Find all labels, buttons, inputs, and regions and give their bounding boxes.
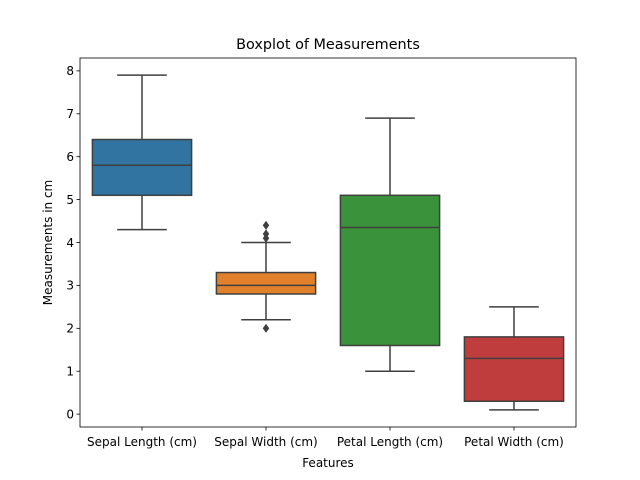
x-tick-label: Sepal Length (cm) <box>87 435 197 449</box>
y-tick-label: 2 <box>66 322 74 336</box>
box-2 <box>215 271 317 295</box>
y-tick-label: 8 <box>66 64 74 78</box>
y-tick-label: 5 <box>66 193 74 207</box>
x-tick-label: Petal Length (cm) <box>337 435 443 449</box>
outlier-point <box>262 220 270 230</box>
y-tick-label: 3 <box>66 279 74 293</box>
y-axis-label: Measurements in cm <box>41 180 55 306</box>
chart-title: Boxplot of Measurements <box>236 37 420 53</box>
x-axis-label: Features <box>302 456 354 470</box>
y-tick-label: 4 <box>66 236 74 250</box>
box-1 <box>91 138 193 197</box>
outlier-point <box>262 323 270 333</box>
outlier-point <box>262 229 270 239</box>
y-tick-label: 7 <box>66 107 74 121</box>
y-tick-label: 1 <box>66 365 74 379</box>
y-tick-label: 6 <box>66 150 74 164</box>
box-4 <box>463 336 565 403</box>
x-tick-label: Petal Width (cm) <box>464 435 564 449</box>
box-3 <box>339 194 441 347</box>
y-tick-label: 0 <box>66 407 74 421</box>
plot-frame <box>79 57 577 428</box>
x-tick-label: Sepal Width (cm) <box>214 435 317 449</box>
